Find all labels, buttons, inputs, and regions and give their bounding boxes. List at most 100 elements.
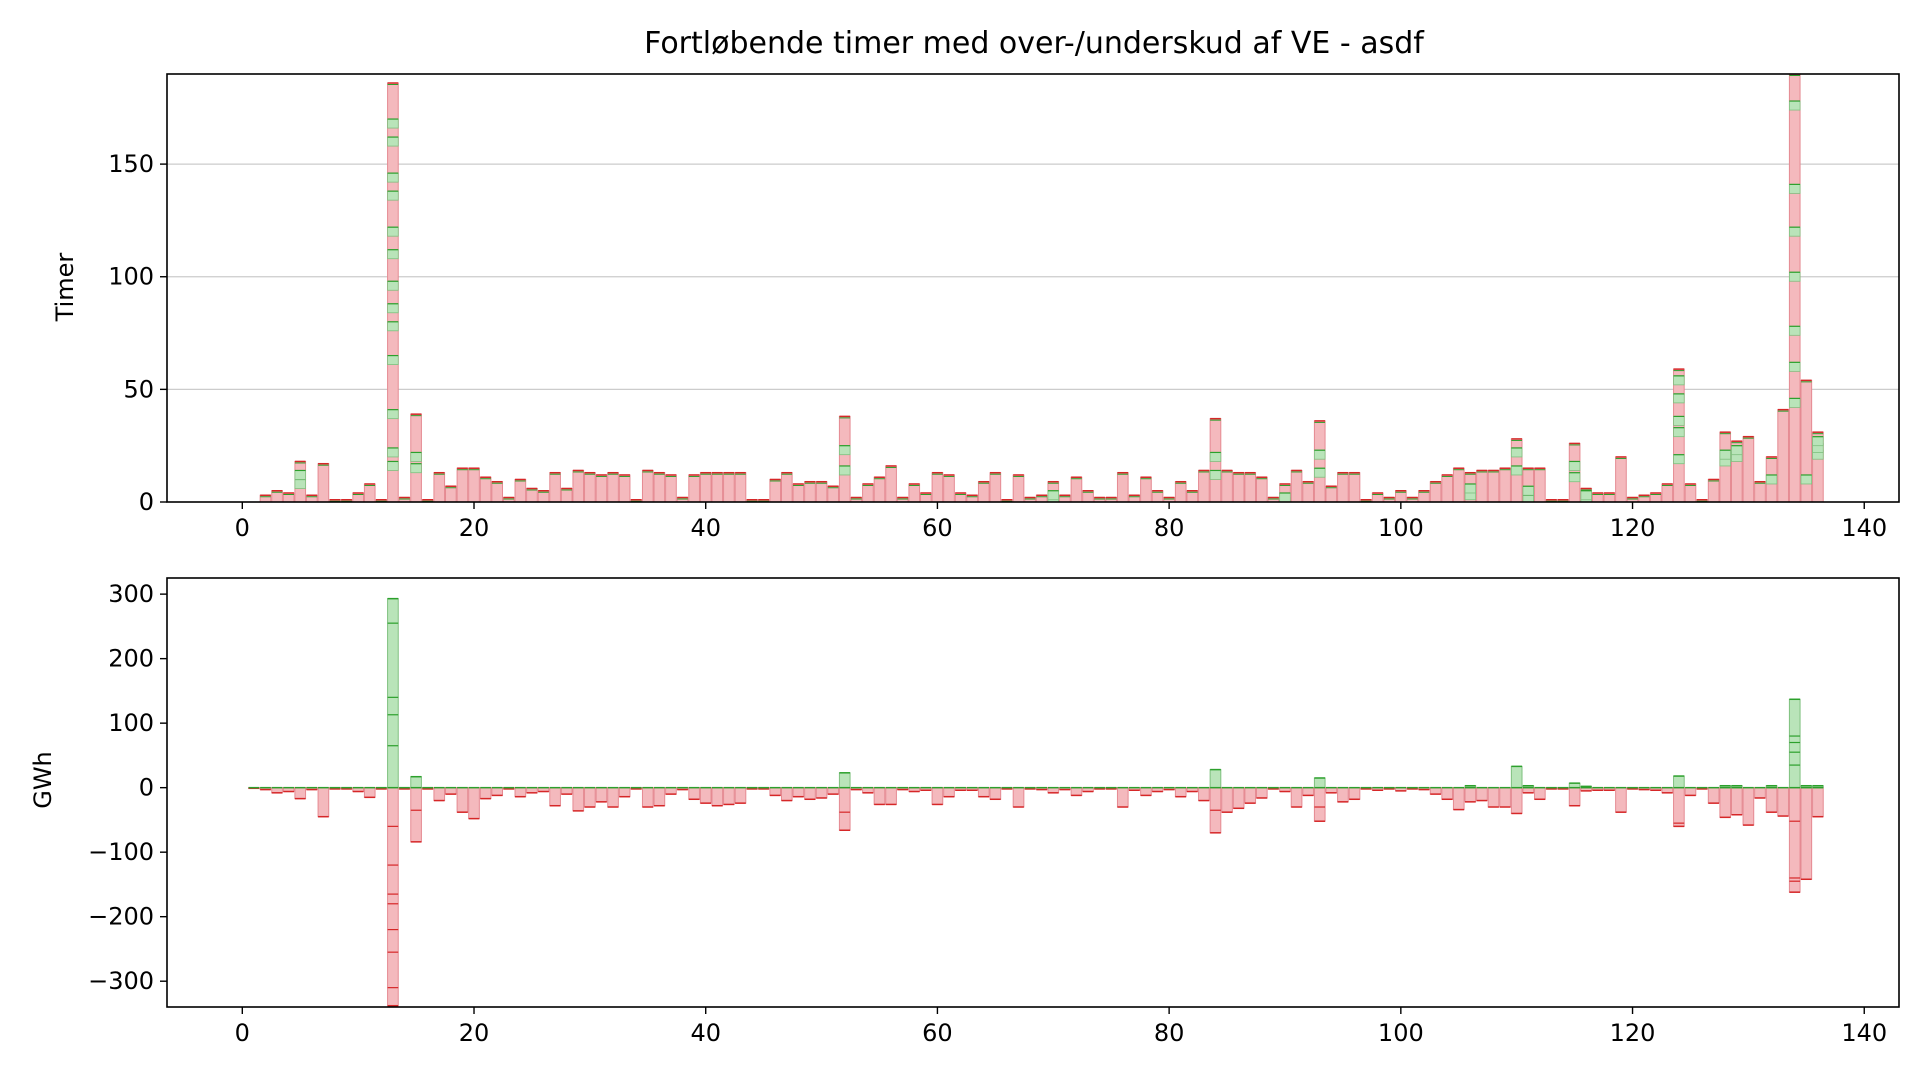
bar-116 bbox=[1580, 487, 1593, 502]
bar-segment bbox=[641, 469, 654, 502]
bar-49 bbox=[804, 480, 816, 502]
bar-deficit bbox=[1730, 787, 1743, 816]
bar-133 bbox=[1777, 786, 1789, 817]
y-tick-label: 150 bbox=[108, 150, 154, 178]
bar-surplus-segment bbox=[1568, 472, 1581, 483]
y-tick-label: −300 bbox=[88, 967, 154, 995]
x-tick-label: 20 bbox=[459, 514, 490, 542]
bar-segment bbox=[780, 472, 793, 502]
bar-109 bbox=[1499, 467, 1511, 502]
bar-deficit bbox=[1313, 787, 1326, 822]
bar-119 bbox=[1615, 786, 1627, 813]
bar-102 bbox=[1418, 786, 1430, 791]
bar-segment bbox=[1348, 472, 1361, 502]
x-tick-label: 140 bbox=[1841, 1019, 1887, 1047]
bar-52 bbox=[838, 415, 851, 502]
axes-frame bbox=[166, 577, 1900, 1008]
bar-deficit bbox=[363, 787, 376, 798]
bar-segment bbox=[1441, 474, 1454, 502]
bar-deficit bbox=[1290, 787, 1303, 808]
bar-73 bbox=[1082, 786, 1094, 793]
bar-31 bbox=[595, 474, 608, 502]
bar-surplus bbox=[1313, 777, 1326, 789]
bar-117 bbox=[1591, 492, 1604, 502]
bar-136 bbox=[1812, 784, 1824, 818]
bar-79 bbox=[1151, 786, 1164, 793]
bar-surplus-segment bbox=[387, 447, 399, 458]
bar-deficit bbox=[699, 787, 712, 804]
bar-15 bbox=[410, 413, 422, 502]
bar-26 bbox=[537, 786, 550, 793]
bar-surplus-segment bbox=[1789, 397, 1801, 408]
bar-surplus-segment bbox=[387, 226, 399, 237]
bar-deficit bbox=[653, 787, 666, 807]
bar-deficit bbox=[549, 787, 561, 807]
bar-segment bbox=[827, 485, 839, 502]
bar-deficit bbox=[1429, 787, 1442, 795]
bar-128 bbox=[1719, 431, 1732, 502]
bar-75 bbox=[1105, 786, 1118, 790]
bar-48 bbox=[792, 483, 805, 502]
bar-segment bbox=[711, 472, 724, 502]
bar-90 bbox=[1279, 483, 1291, 502]
bar-67 bbox=[1012, 786, 1025, 808]
bar-5 bbox=[294, 786, 307, 800]
bar-deficit bbox=[1707, 787, 1720, 804]
bar-38 bbox=[676, 786, 689, 791]
bar-47 bbox=[780, 471, 793, 502]
bar-segment bbox=[549, 472, 561, 502]
bar-deficit bbox=[572, 787, 585, 812]
bar-80 bbox=[1163, 786, 1175, 791]
bar-deficit bbox=[468, 787, 480, 820]
bar-77 bbox=[1128, 494, 1141, 502]
x-tick-label: 80 bbox=[1154, 514, 1185, 542]
bar-95 bbox=[1337, 471, 1349, 502]
bar-65 bbox=[989, 786, 1002, 801]
bar-58 bbox=[908, 483, 921, 502]
bar-27 bbox=[549, 786, 561, 807]
y-tick-label: 0 bbox=[139, 488, 154, 516]
bar-68 bbox=[1024, 786, 1036, 790]
bar-101 bbox=[1406, 496, 1419, 502]
bar-surplus-segment bbox=[387, 303, 399, 314]
bar-segment bbox=[1429, 481, 1442, 502]
bar-136 bbox=[1812, 431, 1824, 502]
x-tick-label: 60 bbox=[922, 1019, 953, 1047]
y-axis-label-timer: Timer bbox=[51, 253, 79, 323]
bar-106 bbox=[1464, 471, 1477, 502]
bar-67 bbox=[1012, 474, 1025, 502]
bar-125 bbox=[1684, 786, 1697, 797]
bar-deficit bbox=[641, 787, 654, 808]
bar-surplus-segment bbox=[1522, 485, 1535, 496]
bar-79 bbox=[1151, 489, 1164, 502]
bar-83 bbox=[1198, 469, 1210, 502]
bar-deficit bbox=[491, 787, 504, 796]
bar-segment bbox=[734, 472, 747, 502]
bar-surplus-segment bbox=[1673, 393, 1685, 404]
bar-19 bbox=[456, 467, 469, 502]
bar-deficit bbox=[595, 787, 608, 803]
bar-6 bbox=[305, 494, 318, 502]
bar-segment bbox=[665, 474, 677, 502]
bar-40 bbox=[699, 471, 712, 502]
bar-47 bbox=[780, 786, 793, 802]
x-tick-label: 60 bbox=[922, 514, 953, 542]
bar-66 bbox=[1001, 786, 1013, 790]
bar-segment bbox=[363, 483, 376, 502]
bar-34 bbox=[630, 786, 643, 790]
bar-106 bbox=[1464, 784, 1477, 803]
bar-88 bbox=[1255, 476, 1268, 502]
bar-85 bbox=[1221, 469, 1233, 502]
y-tick-label: 200 bbox=[108, 645, 154, 673]
bar-surplus-segment bbox=[1731, 445, 1743, 456]
bar-segment bbox=[1534, 467, 1546, 502]
x-tick-label: 0 bbox=[235, 1019, 250, 1047]
bar-surplus-segment bbox=[1314, 467, 1326, 478]
bar-surplus bbox=[838, 772, 851, 789]
bar-surplus-segment bbox=[387, 136, 399, 147]
bar-72 bbox=[1070, 476, 1083, 502]
bar-62 bbox=[954, 786, 967, 791]
bar-segment bbox=[1232, 472, 1245, 502]
bar-deficit bbox=[1452, 787, 1465, 811]
